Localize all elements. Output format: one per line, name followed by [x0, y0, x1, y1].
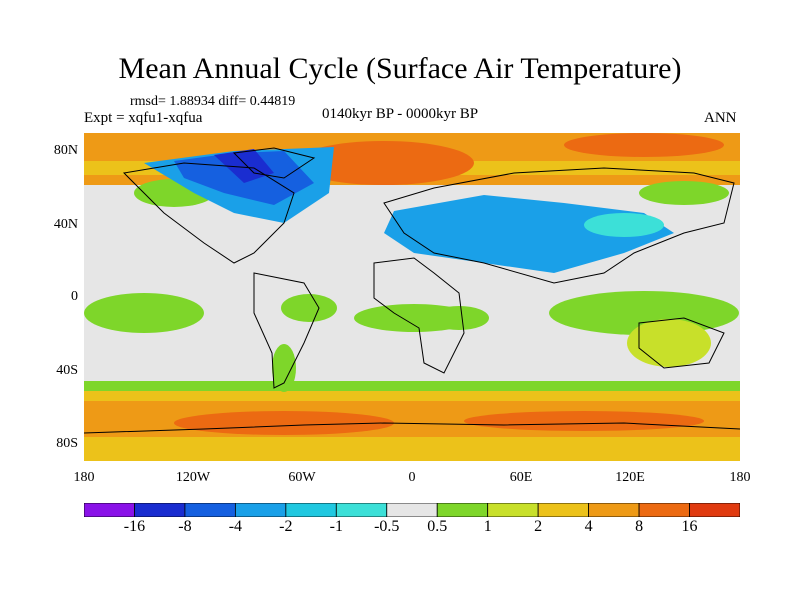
colorbar-label: 2 [534, 518, 543, 535]
stats-text: rmsd= 1.88934 diff= 0.44819 [130, 94, 296, 109]
colorbar-label: -4 [228, 518, 243, 535]
colorbar-swatch-12 [689, 503, 740, 517]
southern-ocean-warm-band [84, 388, 740, 461]
season-label: ANN [704, 110, 737, 126]
colorbar-swatch-8 [487, 503, 539, 517]
colorbar [84, 503, 740, 517]
colorbar-label: 16 [681, 518, 698, 535]
colorbar-label: -16 [123, 518, 146, 535]
colorbar-swatch-5 [335, 503, 388, 517]
colorbar-label: 8 [635, 518, 644, 535]
colorbar-label: 1 [483, 518, 492, 535]
colorbar-label: -0.5 [374, 518, 400, 535]
eurasia-cold [384, 195, 674, 273]
lon-label-60e: 60E [509, 470, 533, 485]
experiment-label: Expt = xqfu1-xqfua [84, 110, 203, 126]
colorbar-label: 0.5 [427, 518, 448, 535]
colorbar-swatch-2 [184, 503, 236, 517]
lon-label-120w: 120W [175, 470, 211, 485]
temperature-difference-map [84, 133, 740, 461]
lon-label-0: 0 [408, 470, 416, 485]
colorbar-swatch-0 [84, 503, 135, 517]
lat-label-80n: 80N [53, 143, 78, 158]
lon-label-120e: 120E [615, 470, 645, 485]
colorbar-swatch-4 [285, 503, 337, 517]
colorbar-swatch-3 [234, 503, 287, 517]
coastlines [84, 147, 740, 434]
lat-label-40s: 40S [56, 363, 78, 378]
lat-label-80s: 80S [56, 436, 78, 451]
colorbar-swatch-10 [588, 503, 640, 517]
colorbar-label: -1 [329, 518, 343, 535]
colorbar-label: -2 [279, 518, 293, 535]
colorbar-swatch-9 [537, 503, 590, 517]
lon-label-180e: 180 [729, 470, 751, 485]
lat-label-equator: 0 [71, 289, 78, 304]
colorbar-swatch-7 [436, 503, 489, 517]
greenland-cold-patch [214, 149, 274, 183]
map-title: Mean Annual Cycle (Surface Air Temperatu… [118, 52, 682, 85]
lat-label-40n: 40N [53, 217, 78, 232]
lon-label-180w: 180 [73, 470, 95, 485]
lon-label-60w: 60W [288, 470, 316, 485]
colorbar-label: -8 [178, 518, 192, 535]
colorbar-swatch-6 [386, 503, 438, 517]
period-label: 0140kyr BP - 0000kyr BP [322, 106, 479, 122]
colorbar-label: 4 [584, 518, 593, 535]
colorbar-swatch-1 [134, 503, 186, 517]
colorbar-swatch-11 [638, 503, 690, 517]
